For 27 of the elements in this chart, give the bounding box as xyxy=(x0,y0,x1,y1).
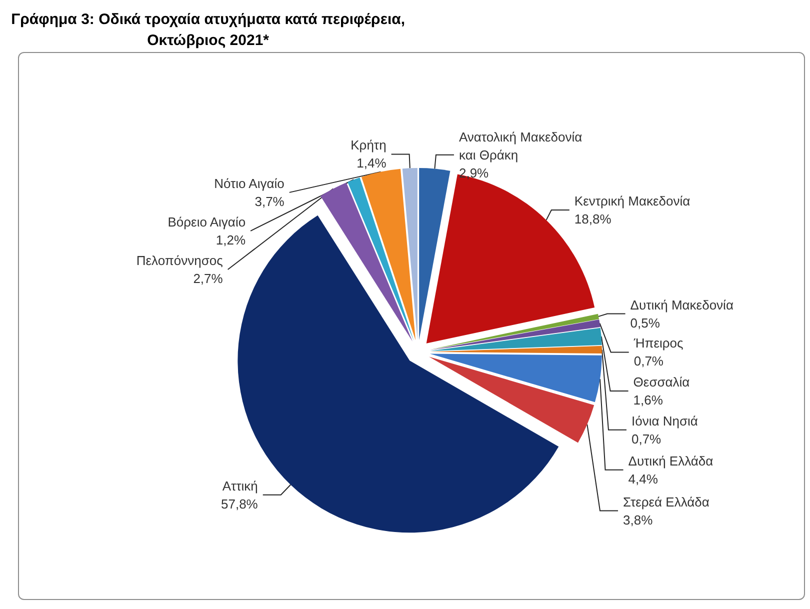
data-label: 2,7% xyxy=(193,271,224,286)
data-label: 57,8% xyxy=(221,496,258,512)
slice-label: Ήπειρος xyxy=(632,336,684,351)
slice-label: Νότιο Αιγαίο xyxy=(214,176,284,191)
data-label: 18,8% xyxy=(574,212,612,227)
data-label: 0,7% xyxy=(634,354,664,369)
slice-label: Στερεά Ελλάδα xyxy=(623,494,710,510)
data-label: 2,9% xyxy=(458,165,490,180)
slice-label: Κεντρική Μακεδονία xyxy=(574,194,691,209)
slice-label: Βόρειο Αιγαίο xyxy=(168,214,246,230)
data-label: 1,4% xyxy=(356,156,387,171)
data-label: 1,6% xyxy=(633,392,664,408)
slice-label: Κρήτη xyxy=(350,138,386,153)
data-label: 3,7% xyxy=(254,194,285,209)
slice-label: Ιόνια Νησιά xyxy=(631,413,698,428)
slice-label: Δυτική Μακεδονία xyxy=(630,297,734,312)
data-label: 4,4% xyxy=(628,471,658,486)
slice-label: Αττική xyxy=(222,478,258,494)
data-label: 3,8% xyxy=(623,512,654,528)
data-label: 1,2% xyxy=(216,232,246,248)
slice-label: Ανατολική Μακεδονία και Θράκη xyxy=(458,129,583,162)
chart-title: Γράφημα 3: Οδικά τροχαία ατυχήματα κατά περιφέρεια, Οκτώβριος 2021* xyxy=(11,11,406,49)
slice-label: Δυτική Ελλάδα xyxy=(628,453,714,468)
slice-label: Πελοπόννησος xyxy=(136,253,223,268)
data-label: 0,7% xyxy=(631,431,662,446)
data-label: 0,5% xyxy=(630,315,660,330)
slice-label: Θεσσαλία xyxy=(633,374,690,390)
